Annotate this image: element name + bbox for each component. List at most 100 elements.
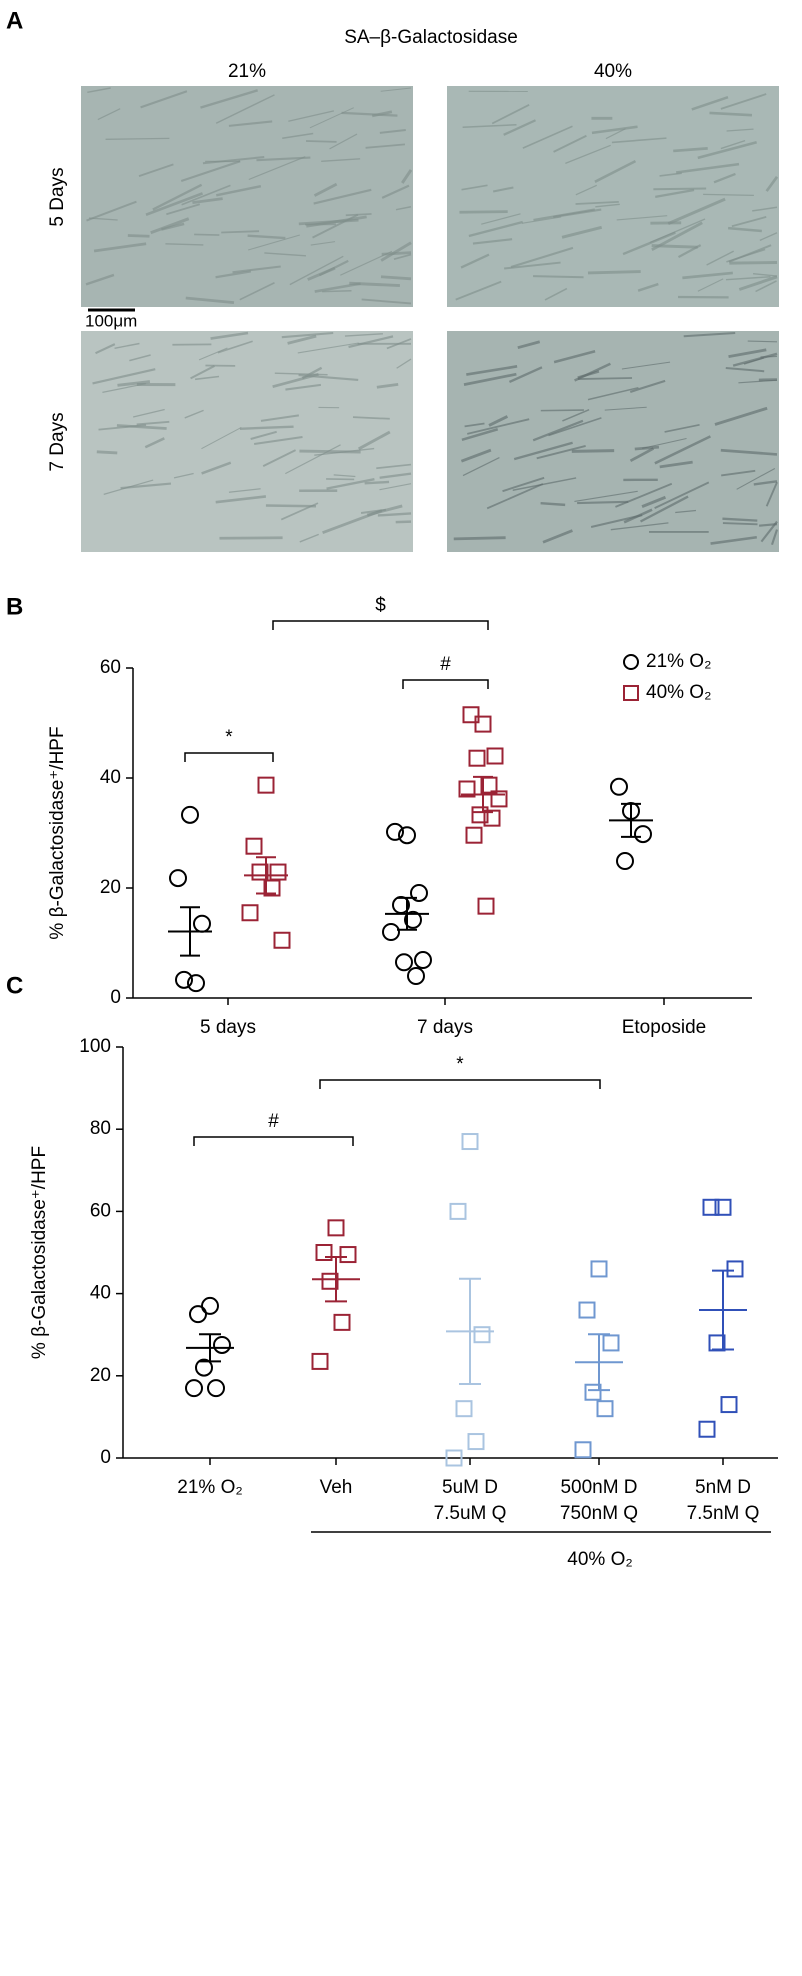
cell: [743, 357, 765, 365]
cell: [472, 238, 513, 245]
data-point: [471, 806, 489, 824]
cell: [522, 125, 573, 149]
cell: [453, 536, 506, 541]
cell: [675, 509, 697, 514]
data-point: [414, 951, 432, 970]
cell: [703, 193, 754, 197]
cell: [341, 111, 398, 117]
cell: [314, 282, 361, 293]
cell: [333, 474, 356, 478]
data-point: [333, 1313, 351, 1331]
data-point: [339, 1246, 357, 1264]
cell: [95, 343, 116, 355]
row-label: 5 Days: [47, 167, 68, 226]
significance-label: *: [456, 1054, 464, 1075]
cell: [136, 420, 170, 426]
cell: [562, 408, 590, 422]
cell: [228, 488, 261, 493]
cell: [720, 139, 746, 150]
cell: [770, 529, 779, 546]
data-point: [257, 776, 275, 794]
column-label: 40%: [594, 61, 632, 82]
cell: [460, 448, 492, 463]
cell: [621, 361, 671, 370]
cell: [502, 476, 545, 493]
cell: [504, 261, 561, 270]
data-point: [465, 826, 483, 844]
cell: [634, 445, 660, 451]
cell: [532, 419, 584, 442]
cell: [298, 218, 359, 226]
cell: [288, 110, 334, 122]
cell: [675, 162, 740, 174]
legend-marker: [623, 685, 639, 701]
cell: [667, 197, 726, 225]
x-tick-label: 5 days: [200, 1017, 256, 1038]
cell: [313, 182, 338, 197]
data-point: [477, 897, 495, 915]
cell: [706, 250, 735, 266]
cell: [720, 448, 778, 456]
x-tick-label: Veh: [320, 1477, 353, 1498]
cell: [577, 370, 600, 379]
significance-bracket: [402, 679, 489, 689]
cell: [395, 206, 412, 211]
data-point: [251, 863, 269, 881]
data-point: [634, 825, 652, 844]
cell: [105, 137, 170, 140]
cell: [92, 368, 156, 385]
cell: [759, 232, 778, 242]
cell: [393, 253, 412, 261]
cell: [725, 276, 771, 281]
cell: [310, 241, 336, 246]
data-point: [468, 749, 486, 767]
cell: [590, 514, 643, 528]
cell: [215, 184, 262, 197]
significance-label: *: [225, 727, 233, 748]
data-point: [187, 974, 205, 993]
cell: [329, 133, 358, 150]
cell: [140, 90, 188, 109]
panel-label: A: [6, 7, 23, 34]
cell: [533, 275, 584, 279]
cell: [152, 183, 203, 211]
data-point: [327, 1219, 345, 1237]
cell: [326, 478, 375, 490]
cell: [553, 208, 602, 219]
x-tick-label: 5nM D: [695, 1477, 751, 1498]
significance-bracket: [272, 620, 489, 630]
cell: [201, 426, 242, 450]
cell: [215, 94, 275, 124]
cell: [622, 231, 676, 256]
cell: [322, 509, 383, 535]
data-point: [207, 1379, 225, 1398]
data-point: [273, 931, 291, 949]
cell: [455, 280, 502, 301]
cell: [553, 134, 587, 153]
cell: [575, 201, 619, 205]
cell: [97, 108, 121, 121]
cell: [165, 243, 204, 246]
cell: [260, 414, 300, 422]
cell: [611, 137, 667, 144]
cell: [221, 230, 260, 234]
x-tick-label: 21% O₂: [177, 1477, 242, 1498]
cell: [192, 197, 223, 205]
cell: [713, 172, 736, 184]
y-tick-label: 80: [90, 1118, 111, 1139]
cell: [460, 253, 490, 269]
cell: [376, 382, 399, 389]
cell: [200, 89, 258, 109]
cell: [673, 147, 708, 153]
data-point: [702, 1198, 720, 1216]
cell: [173, 472, 194, 479]
panel-label: B: [6, 593, 23, 620]
cell: [492, 186, 514, 193]
x-tick-label: 750nM Q: [560, 1503, 638, 1524]
cell: [649, 218, 706, 244]
cell: [467, 418, 530, 435]
data-point: [590, 1260, 608, 1278]
cell: [697, 278, 724, 292]
data-point: [185, 1379, 203, 1398]
cell: [728, 348, 767, 359]
